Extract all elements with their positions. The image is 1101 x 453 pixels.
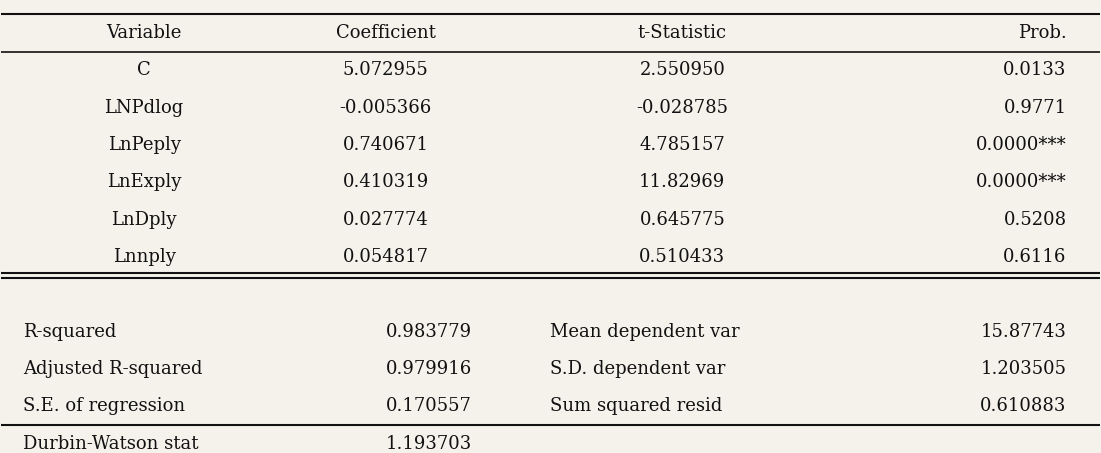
Text: C: C bbox=[138, 62, 151, 79]
Text: t-Statistic: t-Statistic bbox=[637, 24, 727, 42]
Text: -0.028785: -0.028785 bbox=[636, 99, 728, 117]
Text: 0.6116: 0.6116 bbox=[1003, 248, 1067, 266]
Text: 0.054817: 0.054817 bbox=[342, 248, 428, 266]
Text: -0.005366: -0.005366 bbox=[339, 99, 432, 117]
Text: S.D. dependent var: S.D. dependent var bbox=[550, 360, 726, 378]
Text: Sum squared resid: Sum squared resid bbox=[550, 397, 723, 415]
Text: 0.983779: 0.983779 bbox=[385, 323, 472, 341]
Text: 0.645775: 0.645775 bbox=[640, 211, 726, 229]
Text: 0.5208: 0.5208 bbox=[1003, 211, 1067, 229]
Text: LnDply: LnDply bbox=[111, 211, 177, 229]
Text: 0.9771: 0.9771 bbox=[1003, 99, 1067, 117]
Text: 1.203505: 1.203505 bbox=[981, 360, 1067, 378]
Text: Lnnply: Lnnply bbox=[112, 248, 175, 266]
Text: 15.87743: 15.87743 bbox=[981, 323, 1067, 341]
Text: Adjusted R-squared: Adjusted R-squared bbox=[23, 360, 203, 378]
Text: 0.0000***: 0.0000*** bbox=[975, 136, 1067, 154]
Text: 0.027774: 0.027774 bbox=[342, 211, 428, 229]
Text: R-squared: R-squared bbox=[23, 323, 117, 341]
Text: 0.610883: 0.610883 bbox=[980, 397, 1067, 415]
Text: 0.979916: 0.979916 bbox=[385, 360, 472, 378]
Text: 0.510433: 0.510433 bbox=[640, 248, 726, 266]
Text: Variable: Variable bbox=[107, 24, 182, 42]
Text: LnPeply: LnPeply bbox=[108, 136, 181, 154]
Text: 0.0000***: 0.0000*** bbox=[975, 173, 1067, 192]
Text: Coefficient: Coefficient bbox=[336, 24, 436, 42]
Text: 5.072955: 5.072955 bbox=[342, 62, 428, 79]
Text: Durbin-Watson stat: Durbin-Watson stat bbox=[23, 435, 199, 453]
Text: 0.170557: 0.170557 bbox=[385, 397, 471, 415]
Text: 0.740671: 0.740671 bbox=[342, 136, 428, 154]
Text: LnExply: LnExply bbox=[107, 173, 182, 192]
Text: 0.0133: 0.0133 bbox=[1003, 62, 1067, 79]
Text: 1.193703: 1.193703 bbox=[385, 435, 472, 453]
Text: Prob.: Prob. bbox=[1018, 24, 1067, 42]
Text: S.E. of regression: S.E. of regression bbox=[23, 397, 185, 415]
Text: 4.785157: 4.785157 bbox=[640, 136, 726, 154]
Text: 2.550950: 2.550950 bbox=[640, 62, 726, 79]
Text: 0.410319: 0.410319 bbox=[342, 173, 429, 192]
Text: Mean dependent var: Mean dependent var bbox=[550, 323, 740, 341]
Text: LNPdlog: LNPdlog bbox=[105, 99, 184, 117]
Text: 11.82969: 11.82969 bbox=[640, 173, 726, 192]
